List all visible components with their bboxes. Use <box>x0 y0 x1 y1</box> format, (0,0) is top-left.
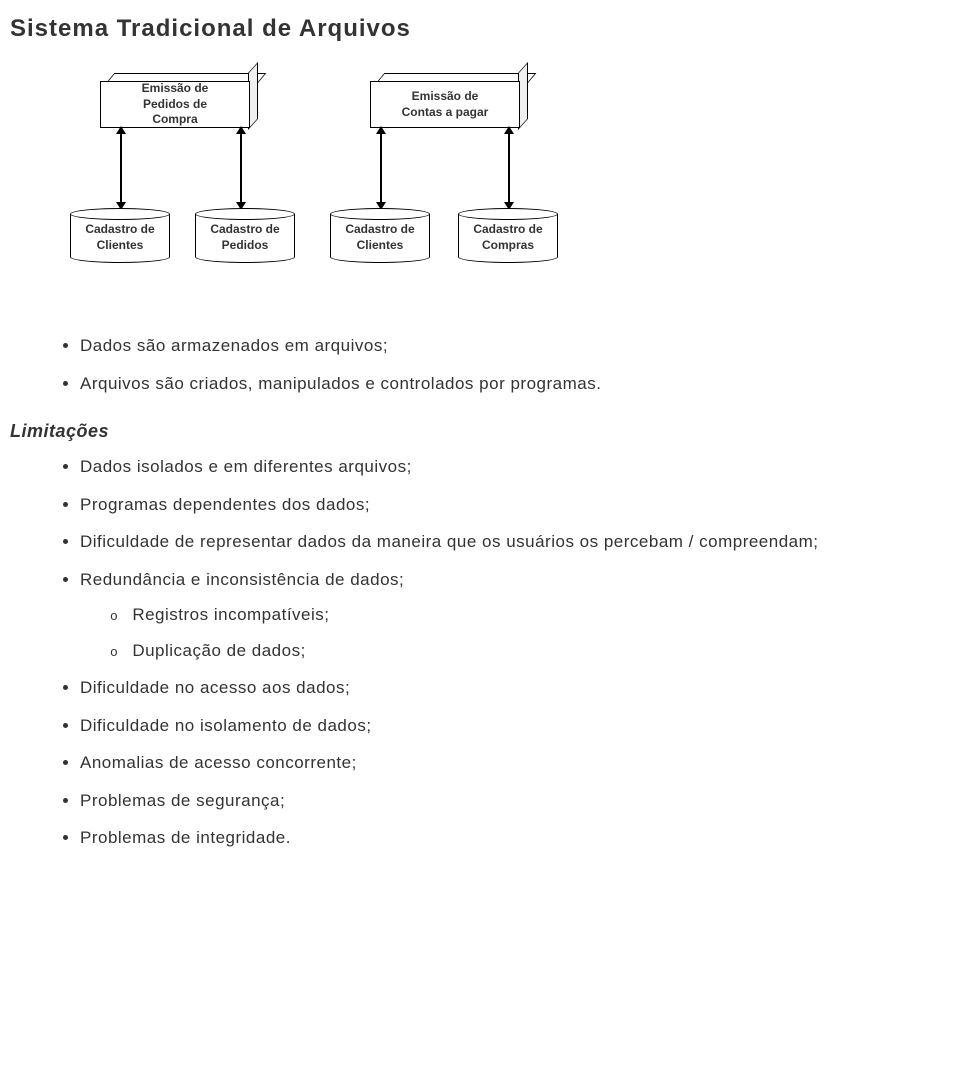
limitations-title: Limitações <box>10 421 950 442</box>
bullet-item: Dificuldade no acesso aos dados; <box>80 675 950 701</box>
datastore-cylinder: Cadastro deCompras <box>458 208 558 263</box>
double-arrow <box>380 131 382 205</box>
architecture-diagram: Emissão dePedidos deCompra Emissão deCont… <box>70 73 770 303</box>
datastore-label: Cadastro dePedidos <box>195 214 295 257</box>
limitations-section: Limitações Dados isolados e em diferente… <box>40 421 950 851</box>
bullet-item: Arquivos são criados, manipulados e cont… <box>80 371 950 397</box>
datastore-label: Cadastro deClientes <box>330 214 430 257</box>
sub-bullets: Registros incompatíveis; Duplicação de da… <box>80 602 950 663</box>
bullet-item: Anomalias de acesso concorrente; <box>80 750 950 776</box>
process-box: Emissão dePedidos deCompra <box>100 73 250 128</box>
bullet-item: Problemas de integridade. <box>80 825 950 851</box>
bullet-item: Dados são armazenados em arquivos; <box>80 333 950 359</box>
bullet-item: Dificuldade de representar dados da mane… <box>80 529 950 555</box>
datastore-cylinder: Cadastro deClientes <box>70 208 170 263</box>
datastore-cylinder: Cadastro dePedidos <box>195 208 295 263</box>
limitations-bullets: Dados isolados e em diferentes arquivos;… <box>40 454 950 851</box>
double-arrow <box>240 131 242 205</box>
intro-bullets: Dados são armazenados em arquivos; Arquiv… <box>40 333 950 396</box>
sub-bullet-item: Registros incompatíveis; <box>110 602 950 628</box>
datastore-cylinder: Cadastro deClientes <box>330 208 430 263</box>
double-arrow <box>508 131 510 205</box>
bullet-item: Redundância e inconsistência de dados;Re… <box>80 567 950 664</box>
datastore-label: Cadastro deCompras <box>458 214 558 257</box>
bullet-item: Dados isolados e em diferentes arquivos; <box>80 454 950 480</box>
bullet-item: Programas dependentes dos dados; <box>80 492 950 518</box>
bullet-item: Problemas de segurança; <box>80 788 950 814</box>
sub-bullet-item: Duplicação de dados; <box>110 638 950 664</box>
process-box-label: Emissão dePedidos deCompra <box>100 81 250 128</box>
datastore-label: Cadastro deClientes <box>70 214 170 257</box>
intro-section: Dados são armazenados em arquivos; Arquiv… <box>40 333 950 396</box>
double-arrow <box>120 131 122 205</box>
page-title: Sistema Tradicional de Arquivos <box>10 15 950 43</box>
bullet-item: Dificuldade no isolamento de dados; <box>80 713 950 739</box>
process-box: Emissão deContas a pagar <box>370 73 520 128</box>
process-box-label: Emissão deContas a pagar <box>370 81 520 128</box>
